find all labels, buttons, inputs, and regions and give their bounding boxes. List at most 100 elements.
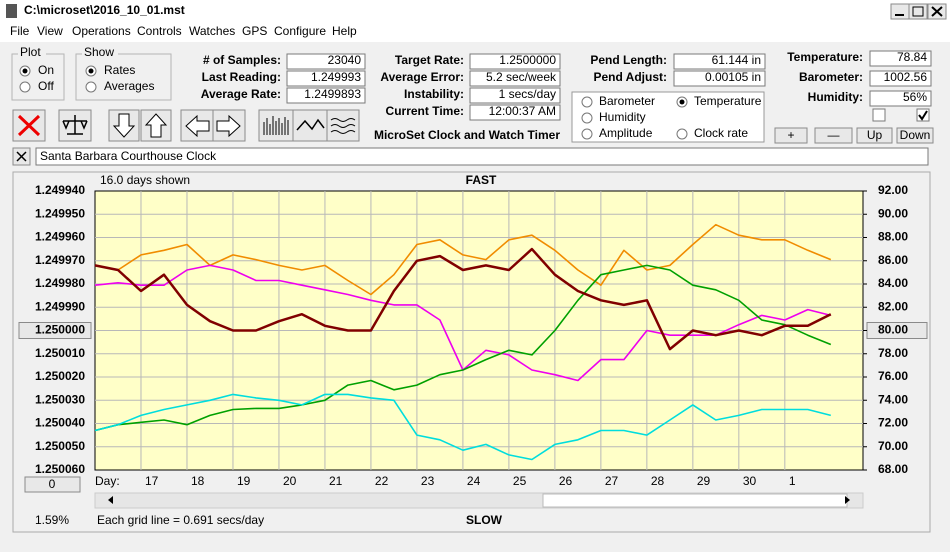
title-bar	[0, 0, 950, 22]
radio-button[interactable]	[19, 81, 31, 93]
y2-tick-label: 74.00	[878, 392, 908, 406]
readout-value: 12:00:37 AM	[489, 104, 556, 118]
environment-label: Humidity:	[808, 90, 863, 104]
y-tick-label: 1.250010	[35, 346, 85, 360]
tick-button[interactable]	[18, 322, 92, 339]
readout-label: Instability:	[404, 87, 464, 101]
x-tick-label: 29	[697, 474, 711, 488]
y-tick-label: 1.250050	[35, 439, 85, 453]
window-title: C:\microset\2016_10_01.mst	[24, 3, 185, 17]
toolbar	[12, 109, 360, 142]
menu-item[interactable]: Help	[332, 24, 357, 38]
environment-value: 56%	[903, 90, 927, 104]
y2-tick-label: 76.00	[878, 369, 908, 383]
radio-button[interactable]	[85, 81, 97, 93]
readout-box	[469, 70, 561, 87]
radio-label: On	[38, 63, 54, 77]
series-line	[94, 393, 831, 461]
y2-tick-label: 72.00	[878, 416, 908, 430]
readout-box	[286, 70, 366, 87]
x-tick-label: 22	[375, 474, 389, 488]
menu-item[interactable]: View	[37, 24, 63, 38]
radio-label: Rates	[104, 63, 135, 77]
line-button[interactable]	[292, 109, 328, 142]
x-label: Day:	[95, 474, 120, 488]
app-icon	[6, 4, 17, 18]
radio-button[interactable]	[581, 112, 593, 124]
zoom-button[interactable]	[24, 476, 81, 493]
y2-tick-label: 78.00	[878, 346, 908, 360]
app-name: MicroSet Clock and Watch Timer	[374, 128, 560, 142]
readout-label: Average Error:	[380, 70, 464, 84]
menu-item[interactable]: Controls	[137, 24, 182, 38]
button-label: —	[828, 128, 840, 142]
button[interactable]	[856, 127, 893, 144]
radio-button[interactable]	[581, 96, 593, 108]
checkbox[interactable]	[872, 108, 886, 122]
top-label: FAST	[466, 173, 497, 187]
x-tick-label: 27	[605, 474, 619, 488]
radio-label: Averages	[104, 79, 154, 93]
readout-value: 1 secs/day	[499, 87, 556, 101]
readout-value: 1.2499893	[304, 87, 361, 101]
footnote: Each grid line = 0.691 secs/day	[97, 513, 264, 527]
y-tick-label: 1.249940	[35, 183, 85, 197]
menu-item[interactable]: GPS	[242, 24, 267, 38]
environment-value: 78.84	[897, 50, 927, 64]
y2-tick-label: 70.00	[878, 439, 908, 453]
y2-tick-label: 88.00	[878, 230, 908, 244]
watch-name-field[interactable]	[35, 147, 929, 166]
button-label: +	[787, 128, 794, 142]
series-line	[94, 264, 832, 432]
legend-label: Amplitude	[599, 126, 653, 140]
radio-label: Off	[38, 79, 54, 93]
x-tick-label: 17	[145, 474, 159, 488]
button[interactable]	[814, 127, 853, 144]
scroll-thumb[interactable]	[542, 493, 848, 508]
y-tick-label: 1.250060	[35, 462, 85, 476]
readout-label: Current Time:	[386, 104, 464, 118]
readout-box	[469, 104, 561, 121]
button[interactable]	[774, 127, 808, 144]
readout-label: Pend Length:	[590, 53, 667, 67]
x-tick-label: 21	[329, 474, 343, 488]
y2-tick-label: 68.00	[878, 462, 908, 476]
maximize-button[interactable]	[908, 3, 928, 20]
group-label-bg	[82, 47, 118, 59]
x-tick-label: 19	[237, 474, 251, 488]
y2-tick-label: 92.00	[878, 183, 908, 197]
radio-button[interactable]	[676, 128, 688, 140]
readout-label: # of Samples:	[203, 53, 281, 67]
minimize-button[interactable]	[890, 3, 910, 20]
y-tick-label: 1.249960	[35, 230, 85, 244]
y-tick-label: 1.250020	[35, 369, 85, 383]
y2-tick-label: 84.00	[878, 276, 908, 290]
radio-button[interactable]	[581, 128, 593, 140]
button[interactable]	[896, 127, 934, 144]
readout-box	[673, 53, 766, 70]
readout-value: 5.2 sec/week	[486, 70, 557, 84]
readout-value: 61.144 in	[712, 53, 761, 67]
x-tick-label: 30	[743, 474, 757, 488]
y-tick-label: 1.249980	[35, 276, 85, 290]
x-tick-label: 18	[191, 474, 205, 488]
menu-item[interactable]: Configure	[274, 24, 326, 38]
readout-box	[469, 53, 561, 70]
menu-item[interactable]: File	[10, 24, 30, 38]
menu-item[interactable]: Operations	[72, 24, 131, 38]
readout-value: 0.00105 in	[705, 70, 761, 84]
y-tick-label: 1.249950	[35, 206, 85, 220]
menu-item[interactable]: Watches	[189, 24, 235, 38]
environment-value: 1002.56	[884, 70, 928, 84]
series-line	[94, 223, 832, 296]
y2-tick-label: 86.00	[878, 253, 908, 267]
environment-box	[869, 50, 932, 67]
group-label-bg	[18, 47, 46, 59]
x-tick-label: 25	[513, 474, 527, 488]
readout-label: Average Rate:	[201, 87, 281, 101]
x-tick-label: 24	[467, 474, 481, 488]
readout-value: 23040	[328, 53, 362, 67]
x-tick-label: 20	[283, 474, 297, 488]
readout-box	[469, 87, 561, 104]
series-line	[94, 247, 832, 351]
